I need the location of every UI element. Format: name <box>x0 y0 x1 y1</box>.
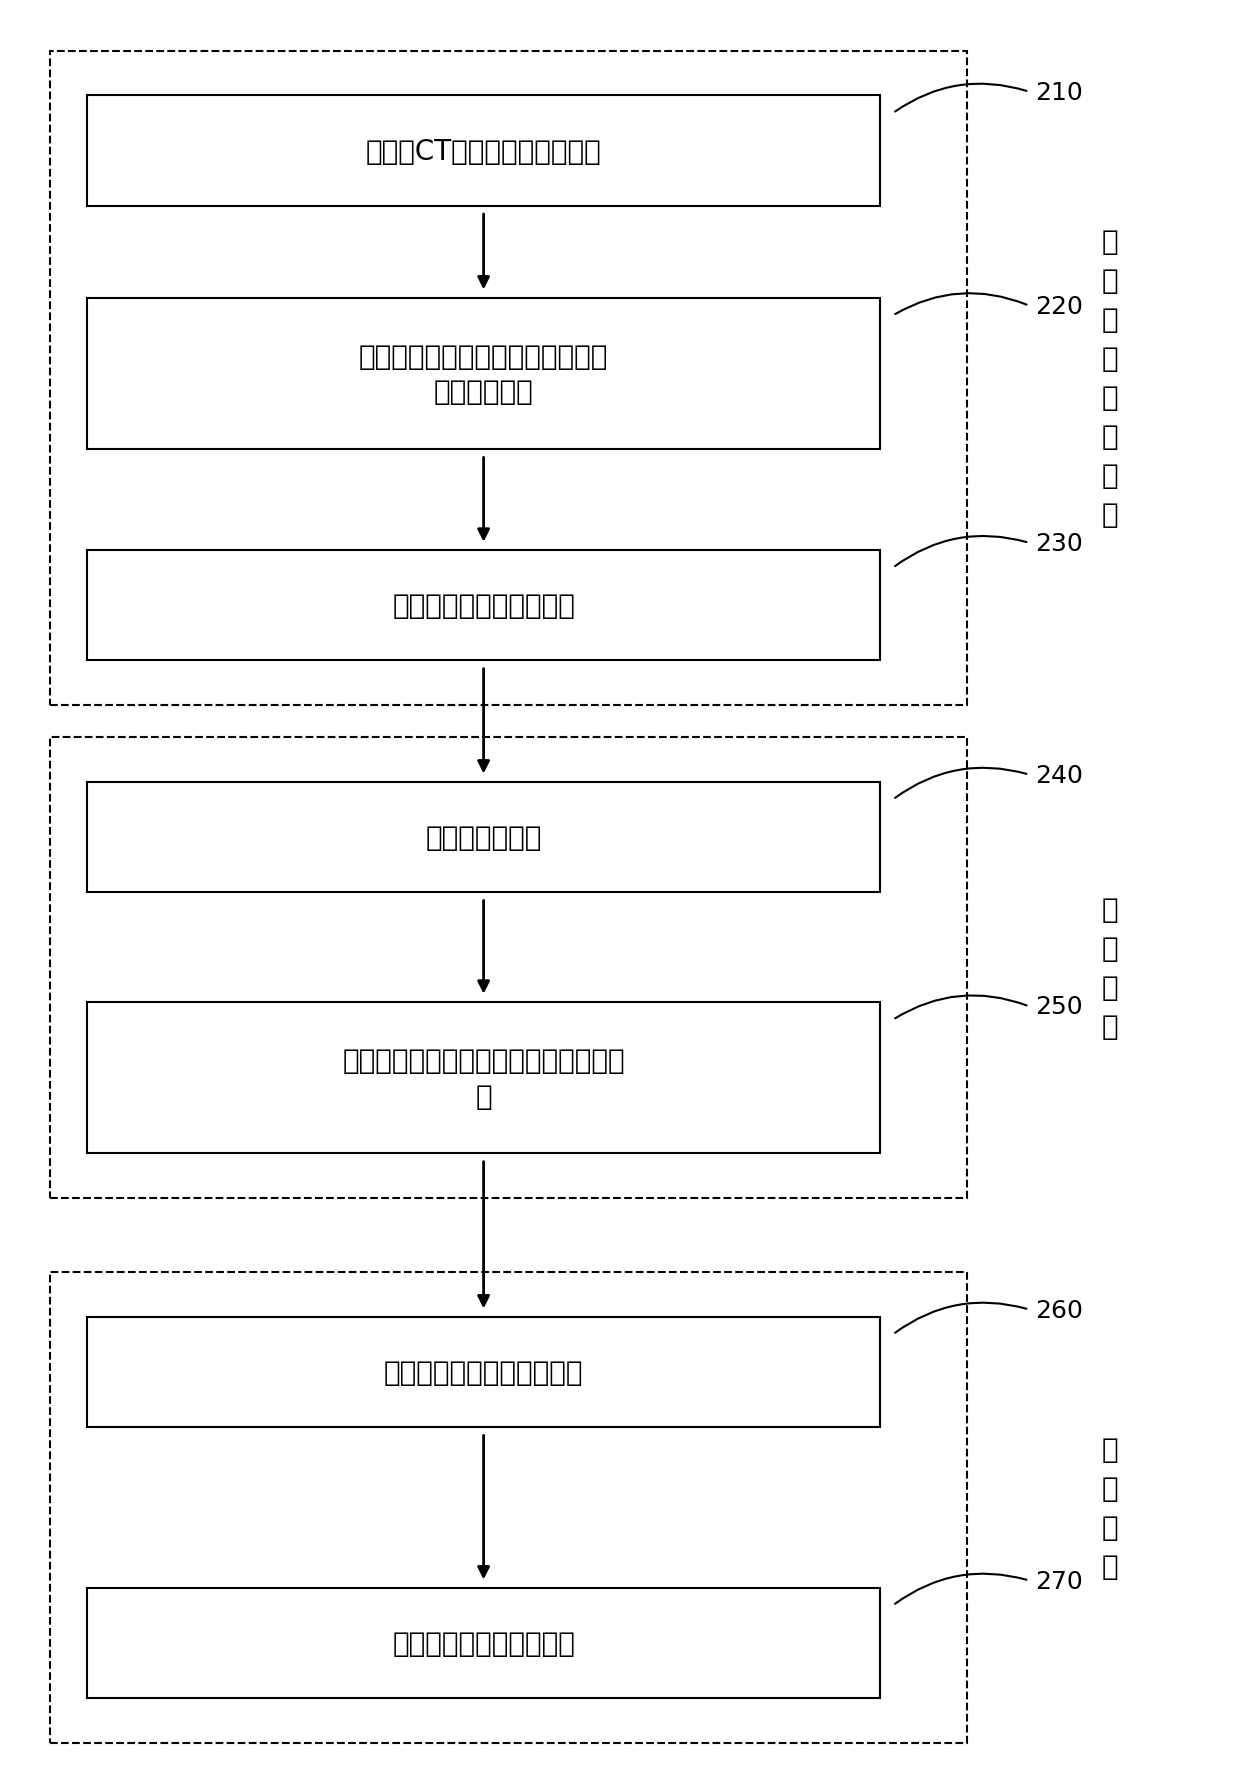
Text: 根据湃圆拟合确定水平倾角: 根据湃圆拟合确定水平倾角 <box>384 1358 583 1386</box>
Text: 对全身CT影像进行二值化操作: 对全身CT影像进行二值化操作 <box>366 137 601 166</box>
Text: 查找最大连通区域，删除主要身体
部位外的区域: 查找最大连通区域，删除主要身体 部位外的区域 <box>358 342 609 406</box>
Bar <box>50 738 967 1198</box>
Bar <box>87 551 880 661</box>
Text: 确定最佳颌骨层: 确定最佳颌骨层 <box>425 823 542 852</box>
Bar <box>50 1272 967 1743</box>
Bar <box>87 1588 880 1698</box>
Text: 260: 260 <box>1035 1297 1084 1322</box>
Bar <box>87 1317 880 1427</box>
Text: 肩
颈
交
界
定
位
模
块: 肩 颈 交 界 定 位 模 块 <box>1101 228 1118 529</box>
Text: 250: 250 <box>1035 994 1083 1019</box>
Text: 判断肩部与颈部的交界层: 判断肩部与颈部的交界层 <box>392 592 575 620</box>
Text: 拟
合
模
块: 拟 合 模 块 <box>1101 896 1118 1041</box>
Text: 220: 220 <box>1035 294 1084 319</box>
Text: 校
正
模
块: 校 正 模 块 <box>1101 1435 1118 1581</box>
Text: 270: 270 <box>1035 1568 1084 1593</box>
Text: 210: 210 <box>1035 80 1084 105</box>
Text: 240: 240 <box>1035 763 1084 788</box>
Text: 230: 230 <box>1035 531 1084 556</box>
Bar <box>87 1001 880 1155</box>
Bar <box>87 298 880 449</box>
Bar <box>87 782 880 893</box>
Bar <box>87 96 880 207</box>
Text: 确定体位，实施头部校正: 确定体位，实施头部校正 <box>392 1629 575 1657</box>
Bar <box>50 52 967 706</box>
Text: 对最佳颌骨层中的颌骨区域进行湃圆拟
合: 对最佳颌骨层中的颌骨区域进行湃圆拟 合 <box>342 1046 625 1110</box>
